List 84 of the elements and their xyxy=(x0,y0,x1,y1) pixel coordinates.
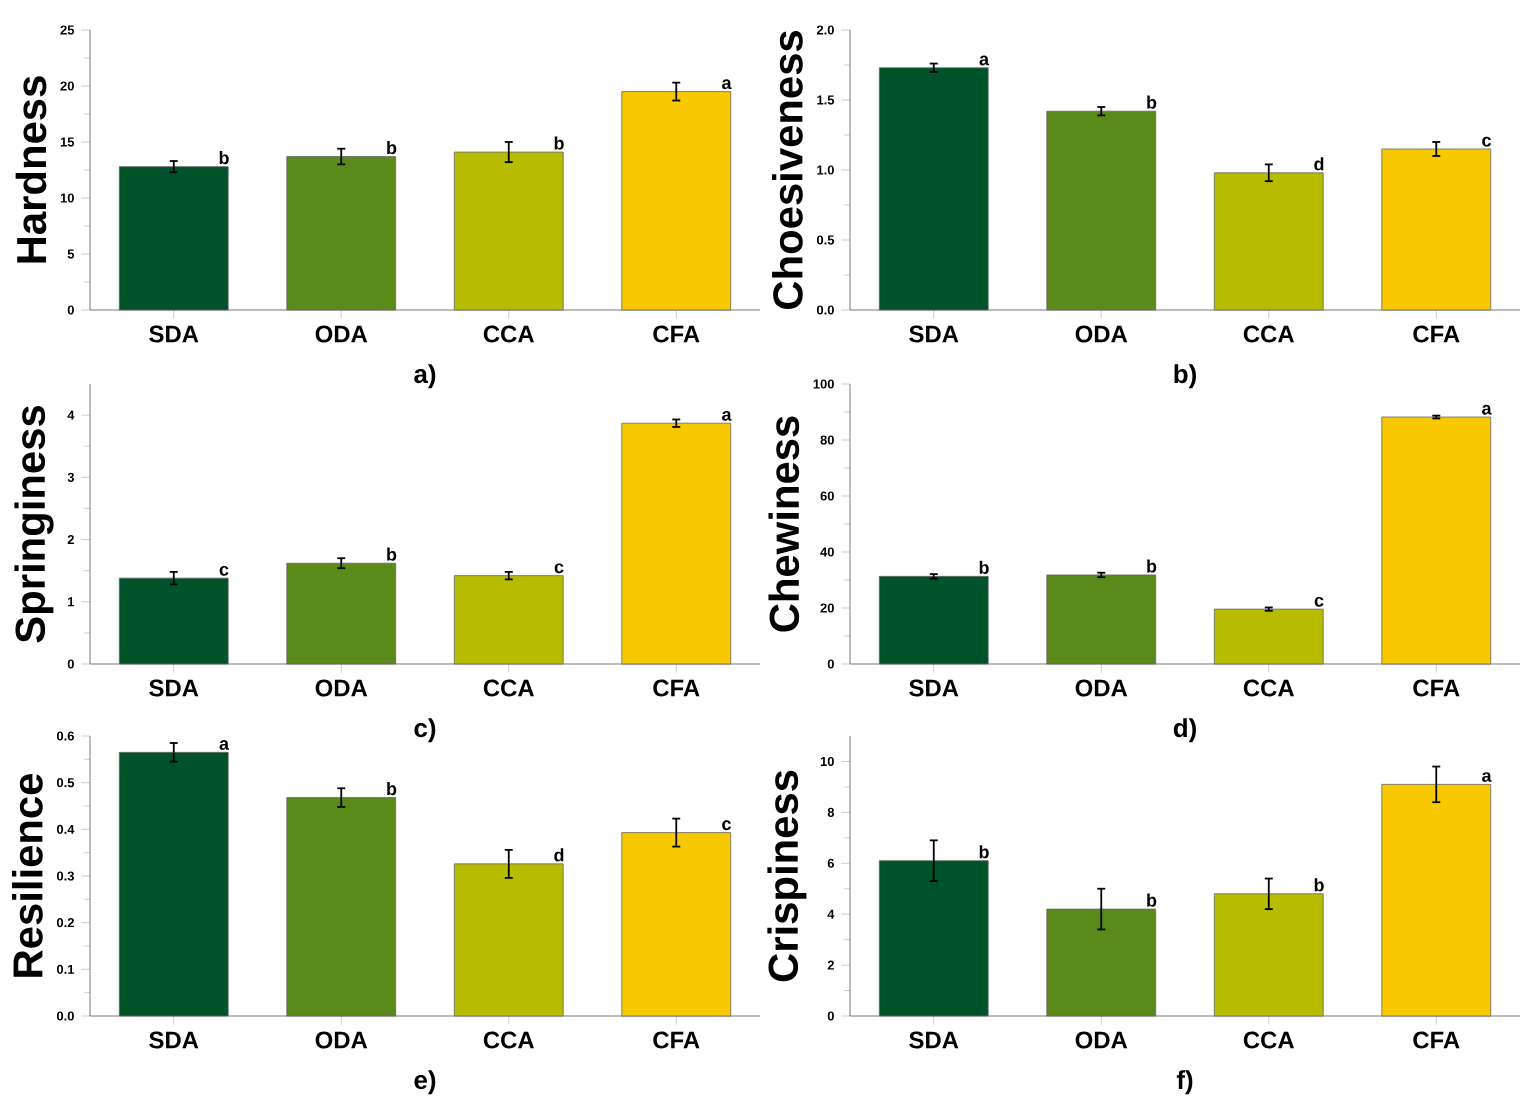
annotation: c xyxy=(1482,136,1491,147)
x-axis-title: b) xyxy=(1174,364,1196,389)
bar xyxy=(1046,574,1157,665)
x-tick-label: CFA xyxy=(1413,325,1460,343)
x-axis-title: f) xyxy=(1176,1070,1193,1095)
x-tick-label: CCA xyxy=(1243,325,1295,343)
x-axis-title: c) xyxy=(414,718,436,743)
annotation: a xyxy=(722,410,732,421)
x-tick-label: SDA xyxy=(909,679,959,697)
bar xyxy=(1213,172,1324,311)
bar xyxy=(1213,608,1324,665)
x-tick-label: ODA xyxy=(315,325,368,343)
x-tick-label: ODA xyxy=(1075,679,1128,697)
annotation: b xyxy=(219,151,229,165)
x-axis-title: d) xyxy=(1173,718,1196,743)
annotation: a xyxy=(1482,404,1492,415)
bar xyxy=(118,166,229,311)
x-tick-label: SDA xyxy=(149,1031,199,1049)
x-tick-label: SDA xyxy=(149,679,199,697)
x-tick-label: CCA xyxy=(1243,1031,1295,1049)
y-axis-title: Resilience xyxy=(12,773,43,977)
bar xyxy=(621,832,732,1017)
x-tick-label: CCA xyxy=(1243,679,1295,697)
x-axis-title: a) xyxy=(414,364,436,389)
bar xyxy=(878,860,989,1017)
annotation: b xyxy=(1147,559,1157,573)
bar xyxy=(1046,110,1157,311)
y-axis-title: Choesiveness xyxy=(772,31,803,309)
annotation: c xyxy=(554,563,564,574)
x-tick-label: ODA xyxy=(315,1031,368,1049)
x-tick-label: CFA xyxy=(653,1031,700,1049)
x-tick-label: CCA xyxy=(483,679,534,697)
bar xyxy=(453,151,564,311)
bar xyxy=(1381,148,1492,311)
annotation: b xyxy=(979,560,989,574)
y-axis-title: Crispiness xyxy=(767,770,807,982)
bar xyxy=(621,422,732,665)
annotation: d xyxy=(1314,157,1324,171)
bar xyxy=(1213,893,1324,1017)
bar xyxy=(118,751,229,1017)
annotation: b xyxy=(1314,878,1324,892)
x-tick-label: ODA xyxy=(315,679,368,697)
annotation: b xyxy=(554,136,564,150)
annotation: d xyxy=(554,848,564,862)
x-tick-label: CFA xyxy=(1413,679,1460,697)
annotation: b xyxy=(387,547,397,561)
y-axis-title: Chewiness xyxy=(768,416,800,632)
x-tick-label: ODA xyxy=(1075,325,1128,343)
bar xyxy=(453,575,564,665)
bar xyxy=(1046,908,1157,1017)
x-axis-title: e) xyxy=(414,1070,436,1095)
x-tick-label: CFA xyxy=(1413,1031,1460,1049)
annotation: b xyxy=(387,782,397,796)
bar xyxy=(878,575,989,665)
annotation: a xyxy=(219,740,230,750)
bar xyxy=(453,863,564,1017)
annotation: c xyxy=(722,820,731,831)
bar xyxy=(118,577,229,665)
x-tick-label: CFA xyxy=(653,325,700,343)
bar xyxy=(878,67,989,311)
bar xyxy=(1381,416,1492,665)
annotation: b xyxy=(387,140,397,155)
annotation: b xyxy=(1147,95,1157,109)
x-tick-label: SDA xyxy=(149,325,199,343)
y-axis-title: Hardness xyxy=(15,76,47,263)
x-tick-label: CFA xyxy=(653,679,700,697)
bar xyxy=(286,562,397,665)
x-tick-label: ODA xyxy=(1075,1031,1128,1049)
bar xyxy=(1381,783,1492,1017)
bar xyxy=(621,91,732,311)
bar xyxy=(286,797,397,1017)
annotation: c xyxy=(219,565,229,576)
x-tick-label: SDA xyxy=(909,325,959,343)
y-axis-title: Springiness xyxy=(14,405,54,643)
x-tick-label: SDA xyxy=(909,1031,959,1049)
x-tick-label: CCA xyxy=(483,1031,534,1049)
annotation: b xyxy=(1147,893,1157,907)
annotation: b xyxy=(979,845,989,859)
annotation: c xyxy=(1314,596,1324,607)
annotation: a xyxy=(722,79,732,90)
bar xyxy=(286,156,397,311)
annotation: a xyxy=(979,55,990,66)
annotation: a xyxy=(1482,772,1492,782)
x-tick-label: CCA xyxy=(483,325,534,343)
